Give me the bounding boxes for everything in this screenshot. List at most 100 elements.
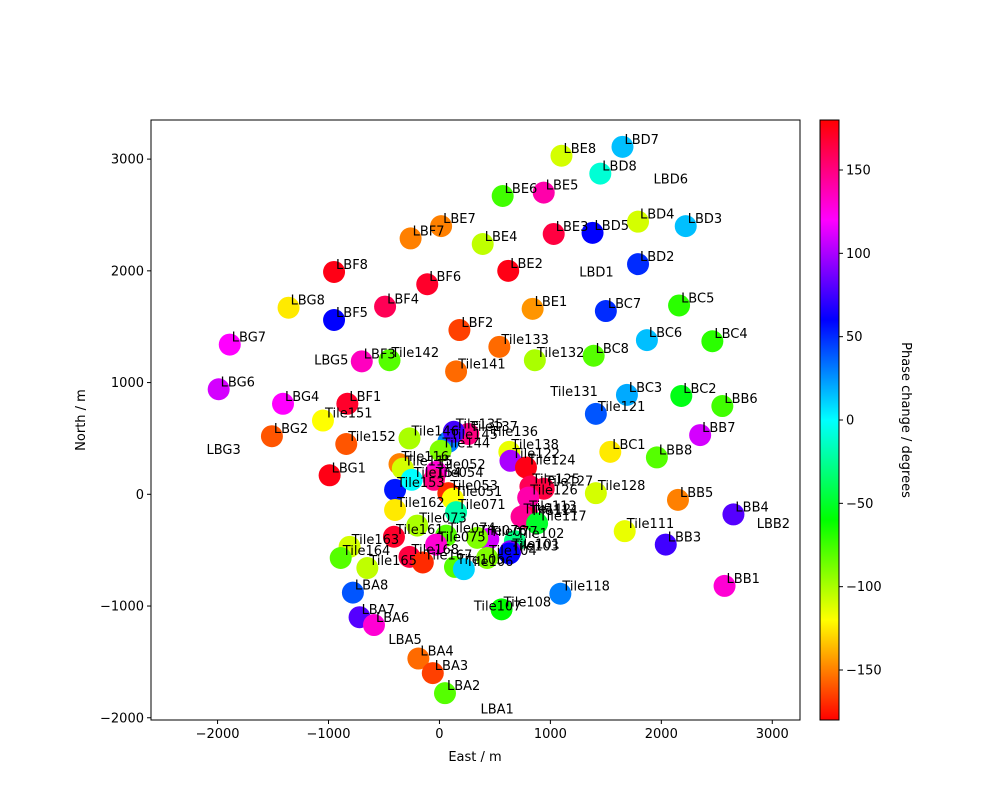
scatter-point [666,488,689,511]
point-label: Tile115 [404,455,453,470]
scatter-point [668,294,691,317]
x-tick-label: 1000 [534,727,567,742]
scatter-point [599,440,622,463]
point-label: Tile074 [447,522,496,537]
scatter-point [517,486,540,509]
scatter-point [430,215,453,238]
point-label: LBA2 [447,679,480,694]
scatter-point [318,464,341,487]
x-tick-label: −1000 [307,727,351,742]
point-label: LBB4 [735,500,768,515]
scatter-point [645,446,668,469]
point-label: Tile122 [511,447,560,462]
scatter-point [711,395,734,418]
point-label: LBC1 [612,438,645,453]
point-label: LBA4 [420,645,453,660]
point-label: Tile114 [529,504,578,519]
scatter-point [425,533,448,556]
point-label: Tile112 [523,503,572,518]
point-label: Tile161 [395,523,444,538]
point-label: LBF8 [336,258,368,273]
point-label: LBB7 [702,421,735,436]
point-label: Tile135 [455,418,504,433]
point-label: Tile075 [437,531,486,546]
x-tick-label: −2000 [196,727,240,742]
point-label: LBC5 [681,291,714,306]
colorbar-tick-label: 150 [846,164,871,179]
scatter-point [497,259,520,282]
scatter-point [433,682,456,705]
scatter-point [384,498,407,521]
point-label: LBC6 [649,326,682,341]
colorbar-tick-label: 100 [846,247,871,262]
point-label: LBG7 [232,331,266,346]
point-label: Tile106 [465,555,514,570]
point-label: LBA7 [362,603,395,618]
point-label: LBE6 [505,182,538,197]
point-label: Tile132 [536,346,585,361]
scatter-point [514,456,537,479]
point-label: Tile142 [391,346,440,361]
point-label: LBA3 [435,659,468,674]
scatter-point [422,468,445,491]
scatter-point [400,468,423,491]
scatter-point [498,542,521,565]
point-label: LBD2 [640,250,674,265]
scatter-point [218,333,241,356]
point-label: LBG1 [332,461,366,476]
colorbar-tick-label: 0 [846,414,854,429]
point-label: Tile146 [410,424,459,439]
scatter-point [323,260,346,283]
point-label: Tile107 [473,600,522,615]
point-label: Tile144 [442,437,491,452]
point-label: LBF5 [336,306,368,321]
scatter-point [594,300,617,323]
point-label: Tile163 [351,533,400,548]
point-label: LBC2 [683,382,716,397]
scatter-point [277,296,300,319]
point-label: LBF6 [429,270,461,285]
scatter-point [526,512,549,535]
point-label: LBE7 [443,212,476,227]
plot-area: LBE8 LBD7 LBD8 LBD6 LBE6 LBE5 LBD4 LBD3 LBE7LBF7… [206,133,790,717]
point-label: Tile133 [500,333,549,348]
scatter-point [582,344,605,367]
scatter-point [589,162,612,185]
scatter-point [584,482,607,505]
scatter-point [488,335,511,358]
scatter-point [635,329,658,352]
point-label: LBG3 [206,443,240,458]
point-label: LBE1 [535,295,568,310]
point-label: LBA1 [480,702,513,717]
point-label: LBA6 [376,611,409,626]
x-axis-label: East / m [448,750,501,765]
point-label: Tile152 [347,430,396,445]
scatter-point [356,557,379,580]
colorbar-tick-label: −50 [846,497,873,512]
point-label: Tile154 [413,466,462,481]
point-label: LBB6 [724,392,757,407]
point-label: Tile136 [489,425,538,440]
scatter-point [442,420,465,443]
scatter-point [445,360,468,383]
scatter-point [466,526,489,549]
plot-frame [150,119,801,721]
colorbar: −150 −100 −50 0 50 100 150 Phase change / degr… [819,119,913,721]
point-label: LBC7 [608,297,641,312]
scatter-point [329,546,352,569]
scatter-point [336,392,359,415]
point-label: LBF4 [387,293,419,308]
point-label: LBD3 [688,212,722,227]
point-label: Tile126 [529,484,578,499]
point-label: LBE3 [556,220,589,235]
point-label: LBE2 [510,257,543,272]
y-tick-label: 1000 [111,376,144,391]
point-label: LBA8 [355,579,388,594]
y-axis-label: North / m [74,389,89,451]
point-label: LBD5 [595,219,629,234]
point-label: Tile054 [435,466,484,481]
point-label: Tile071 [457,498,506,513]
scatter-point [550,144,573,167]
scatter-point [542,222,565,245]
y-tick-label: 3000 [111,153,144,168]
